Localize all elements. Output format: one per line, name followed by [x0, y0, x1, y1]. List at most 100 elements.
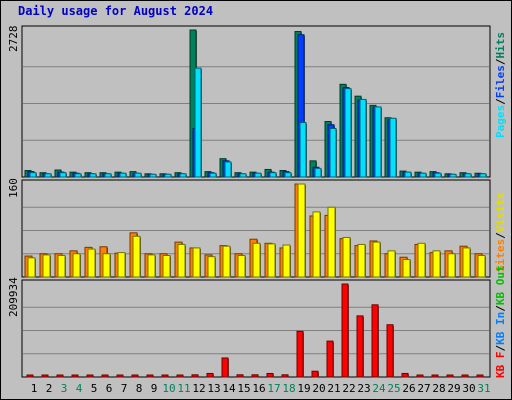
- x-tick-day-5: 5: [91, 382, 98, 395]
- bar-kb-f-day-21: [326, 340, 334, 378]
- legend-kb-in: KB In: [494, 312, 507, 345]
- bar-pages-day-29: [449, 173, 457, 178]
- bar-visits-day-29: [447, 253, 456, 278]
- bar-visits-day-7: [117, 252, 126, 278]
- bar-visits-day-28: [432, 250, 441, 278]
- bar-kb-f-day-4: [71, 374, 79, 378]
- bar-visits-day-14: [222, 245, 231, 278]
- bar-pages-day-9: [149, 173, 157, 178]
- bar-kb-f-day-1: [26, 374, 34, 378]
- legend-sites: Sites: [494, 239, 507, 272]
- y-max-label-top: 2728: [7, 26, 20, 53]
- bar-kb-f-day-27: [416, 374, 424, 378]
- bar-visits-day-30: [462, 247, 471, 278]
- bar-visits-day-13: [207, 256, 216, 278]
- bar-visits-day-2: [42, 254, 51, 278]
- legend-top: Pages/Files/Hits: [494, 32, 507, 138]
- bar-kb-f-day-22: [341, 283, 349, 378]
- bar-kb-f-day-20: [311, 370, 319, 378]
- bar-kb-f-day-18: [281, 374, 289, 378]
- bars-layer: [24, 29, 487, 378]
- bar-visits-day-20: [312, 211, 321, 278]
- x-tick-day-30: 30: [462, 382, 475, 395]
- x-tick-day-25: 25: [387, 382, 400, 395]
- x-tick-day-20: 20: [312, 382, 325, 395]
- x-axis-day-labels: 1 2 3 4 5 6 7 8 9 10 11 12 13 14 15 16 17 18 19 20 21 22 23 24 2…: [31, 382, 491, 395]
- bar-kb-f-day-6: [101, 374, 109, 378]
- bar-visits-day-3: [57, 254, 66, 278]
- legend-sep: /: [494, 305, 507, 312]
- bar-pages-day-21: [329, 128, 337, 178]
- bar-pages-day-30: [464, 173, 472, 178]
- y-max-label-middle: 160: [7, 178, 20, 198]
- bar-kb-f-day-13: [206, 372, 214, 378]
- bar-kb-f-day-16: [251, 374, 259, 378]
- bar-kb-f-day-28: [431, 374, 439, 378]
- legend-sep: /: [494, 98, 507, 105]
- bar-visits-day-11: [177, 243, 186, 278]
- x-tick-day-18: 18: [282, 382, 295, 395]
- bar-kb-f-day-29: [446, 374, 454, 378]
- bar-kb-f-day-30: [461, 374, 469, 378]
- bar-pages-day-15: [239, 173, 247, 178]
- bar-visits-day-16: [252, 242, 261, 278]
- chart-title: Daily usage for August 2024: [18, 4, 214, 18]
- bar-visits-day-26: [402, 259, 411, 278]
- bar-visits-day-21: [327, 206, 336, 278]
- bar-visits-day-19: [297, 183, 306, 278]
- bar-visits-day-9: [147, 254, 156, 278]
- bar-kb-f-day-19: [296, 330, 304, 378]
- bar-kb-f-day-23: [356, 315, 364, 378]
- bar-visits-day-5: [87, 248, 96, 278]
- bar-pages-day-23: [359, 98, 367, 178]
- x-tick-day-14: 14: [222, 382, 236, 395]
- panel-top: [21, 25, 491, 178]
- bar-kb-f-day-3: [56, 374, 64, 378]
- bar-kb-f-day-14: [221, 357, 229, 378]
- x-tick-day-9: 9: [151, 382, 158, 395]
- x-tick-day-24: 24: [372, 382, 386, 395]
- bar-kb-f-day-31: [476, 374, 484, 378]
- x-tick-day-13: 13: [207, 382, 220, 395]
- x-tick-day-31: 31: [477, 382, 490, 395]
- bar-pages-day-26: [404, 171, 412, 178]
- bar-pages-day-10: [164, 173, 172, 178]
- legend-visits: Visits: [494, 193, 507, 233]
- legend-sep: /: [494, 345, 507, 352]
- bar-pages-day-14: [224, 161, 232, 178]
- legend-kb-f: KB F: [494, 352, 507, 379]
- bar-pages-day-28: [434, 172, 442, 178]
- x-tick-day-17: 17: [267, 382, 280, 395]
- bar-pages-day-27: [419, 172, 427, 178]
- legend-middle: Sites/Visits: [494, 193, 507, 273]
- bar-kb-f-day-5: [86, 374, 94, 378]
- bar-kb-f-day-17: [266, 372, 274, 378]
- legend-kb-out: KB Out: [494, 265, 507, 305]
- x-tick-day-16: 16: [252, 382, 265, 395]
- bar-pages-day-17: [269, 172, 277, 178]
- bar-pages-day-5: [89, 173, 97, 178]
- bar-visits-day-18: [282, 244, 291, 278]
- x-tick-day-12: 12: [192, 382, 205, 395]
- x-tick-day-3: 3: [61, 382, 68, 395]
- legend-files: Files: [494, 65, 507, 98]
- bar-pages-day-8: [134, 172, 142, 178]
- bar-kb-f-day-9: [146, 374, 154, 378]
- x-tick-day-2: 2: [46, 382, 53, 395]
- legend-sep: /: [494, 58, 507, 65]
- bar-pages-day-22: [344, 88, 352, 178]
- panel-bottom: [21, 279, 491, 378]
- x-tick-day-23: 23: [357, 382, 370, 395]
- bar-kb-f-day-2: [41, 374, 49, 378]
- bar-pages-day-25: [389, 117, 397, 178]
- x-tick-day-22: 22: [342, 382, 355, 395]
- bar-visits-day-6: [102, 253, 111, 278]
- bar-kb-f-day-12: [191, 374, 199, 378]
- bar-kb-f-day-25: [386, 324, 394, 378]
- x-tick-day-15: 15: [237, 382, 250, 395]
- bar-pages-day-7: [119, 172, 127, 178]
- x-tick-day-4: 4: [76, 382, 83, 395]
- bar-visits-day-15: [237, 254, 246, 278]
- bar-pages-day-16: [254, 172, 262, 178]
- bar-visits-day-27: [417, 242, 426, 278]
